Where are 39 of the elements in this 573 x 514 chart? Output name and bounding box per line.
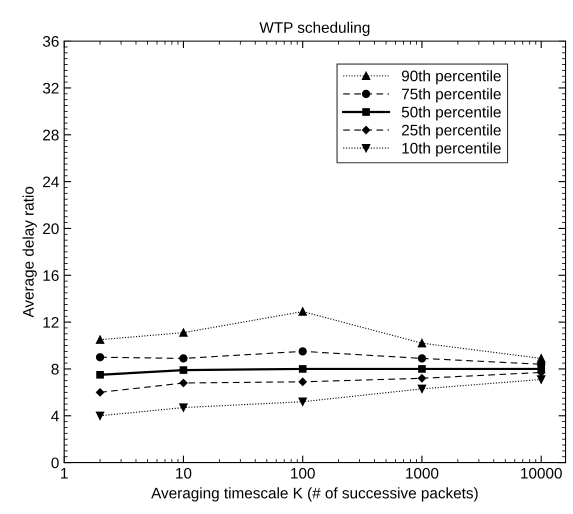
- y-tick-label: 4: [51, 410, 59, 422]
- point: [418, 354, 426, 363]
- legend-label: 75th percentile: [402, 88, 501, 102]
- y-tick-label: 8: [51, 364, 59, 375]
- x-tick-label: 10: [176, 468, 192, 479]
- point: [418, 339, 426, 348]
- point: [298, 347, 307, 356]
- y-tick-label: 32: [42, 82, 59, 94]
- x-tick-label: 1000: [406, 468, 438, 479]
- point: [179, 403, 188, 412]
- point: [298, 365, 307, 373]
- chart-title: WTP scheduling: [259, 22, 370, 36]
- point: [179, 354, 188, 363]
- point: [298, 378, 307, 386]
- y-tick-label: 16: [43, 270, 59, 281]
- point: [418, 384, 426, 394]
- legend-label: 10th percentile: [402, 142, 501, 157]
- x-tick-label: 1: [61, 468, 68, 479]
- y-tick-label: 24: [43, 176, 59, 188]
- legend-label: 90th percentile: [402, 70, 501, 84]
- x-tick-label: 100: [291, 468, 315, 479]
- point: [418, 365, 426, 373]
- legend-label: 50th percentile: [402, 106, 501, 121]
- y-tick-label: 0: [51, 457, 59, 468]
- y-tick-label: 36: [42, 36, 59, 47]
- point: [180, 366, 188, 374]
- point: [418, 374, 426, 382]
- point: [298, 398, 307, 406]
- point: [179, 378, 188, 388]
- point: [179, 328, 188, 337]
- x-axis-title: Averaging timescale K (# of successive packets): [151, 487, 478, 502]
- x-tick-label: 10000: [521, 468, 562, 479]
- point: [298, 307, 307, 316]
- y-tick-label: 28: [43, 130, 59, 140]
- y-axis-title: Average delay ratio: [22, 186, 37, 318]
- y-tick-label: 20: [43, 223, 59, 234]
- legend-label: 25th percentile: [402, 124, 501, 139]
- y-tick-label: 12: [43, 316, 59, 328]
- point: [537, 375, 546, 384]
